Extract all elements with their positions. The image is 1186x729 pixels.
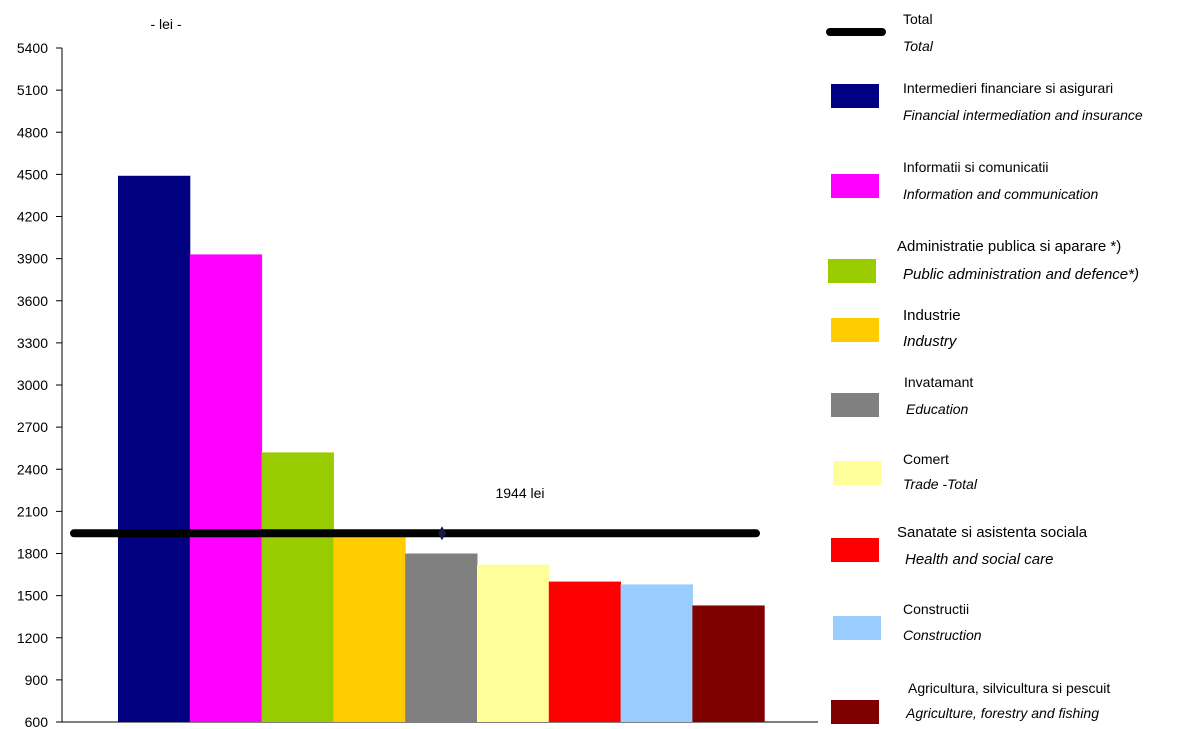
unit-label: - lei -: [150, 16, 181, 32]
y-tick-label: 3000: [17, 377, 48, 393]
y-tick-label: 1800: [17, 546, 48, 562]
y-tick-label: 2400: [17, 461, 48, 477]
y-tick-label: 3600: [17, 293, 48, 309]
y-tick-label: 3300: [17, 335, 48, 351]
y-tick-label: 2100: [17, 503, 48, 519]
total-value-label: 1944 lei: [495, 485, 544, 501]
bar: [405, 553, 478, 722]
y-tick-label: 5100: [17, 82, 48, 98]
bar: [548, 581, 622, 722]
y-tick-label: 4500: [17, 166, 48, 182]
bar: [261, 452, 334, 722]
y-tick-label: 4200: [17, 209, 48, 225]
bar: [189, 254, 263, 722]
y-tick-label: 1200: [17, 630, 48, 646]
bar: [692, 605, 765, 722]
y-tick-label: 5400: [17, 40, 48, 56]
bar: [477, 564, 550, 722]
y-tick-label: 4800: [17, 124, 48, 140]
bar: [620, 584, 693, 722]
bar: [333, 533, 406, 722]
y-tick-label: 900: [25, 672, 49, 688]
y-tick-label: 600: [25, 714, 49, 729]
y-tick-label: 1500: [17, 588, 48, 604]
y-tick-label: 2700: [17, 419, 48, 435]
bar: [118, 175, 191, 722]
y-tick-label: 3900: [17, 251, 48, 267]
total-marker: [438, 526, 446, 541]
